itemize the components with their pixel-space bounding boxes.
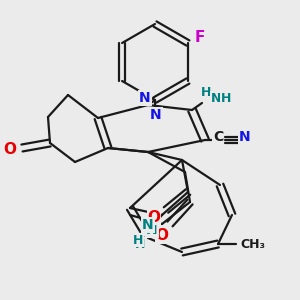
Text: O: O bbox=[155, 229, 169, 244]
Text: N: N bbox=[239, 130, 251, 144]
Text: H: H bbox=[221, 92, 231, 104]
Text: N: N bbox=[142, 218, 154, 232]
Text: H: H bbox=[133, 233, 143, 247]
Text: O: O bbox=[148, 209, 160, 224]
Text: H: H bbox=[201, 85, 211, 98]
Text: F: F bbox=[195, 31, 205, 46]
Text: O: O bbox=[4, 142, 16, 157]
Text: N: N bbox=[139, 91, 151, 105]
Text: N: N bbox=[211, 92, 221, 104]
Text: CH₃: CH₃ bbox=[241, 238, 266, 250]
Text: N: N bbox=[146, 223, 158, 237]
Text: N: N bbox=[150, 108, 162, 122]
Text: H: H bbox=[135, 238, 145, 250]
Text: C: C bbox=[213, 130, 223, 144]
